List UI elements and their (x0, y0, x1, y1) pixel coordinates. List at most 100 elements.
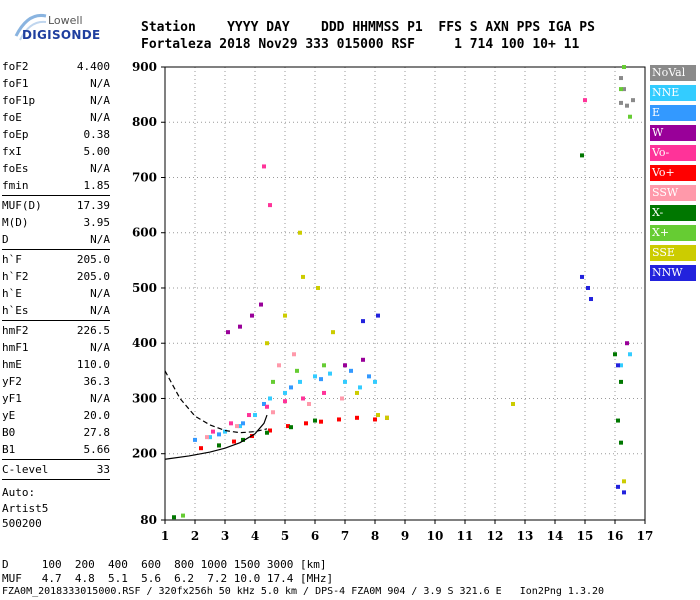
data-point-e (193, 437, 197, 442)
data-point-x (172, 515, 176, 520)
x-tick-label: 11 (457, 529, 474, 543)
data-point-ssw (340, 396, 344, 401)
data-point-vo (232, 439, 236, 444)
data-point-x (289, 425, 293, 430)
x-tick-label: 3 (221, 529, 229, 543)
data-point-x (619, 440, 623, 445)
data-point-sse (622, 479, 626, 484)
data-point-x (619, 379, 623, 384)
data-point-w (625, 341, 629, 346)
x-tick-label: 1 (161, 529, 169, 543)
auto-label: Auto: (2, 486, 36, 499)
data-point-vo (283, 399, 287, 404)
data-point-nnw (589, 297, 593, 302)
param-foE: foE N/A (2, 111, 110, 124)
data-point-ssw (235, 424, 239, 429)
data-point-w (238, 324, 242, 329)
data-point-nne (238, 424, 242, 429)
data-point-x (181, 513, 185, 518)
param-muf-d: MUF(D) 17.39 (2, 199, 110, 212)
data-point-sse (511, 401, 515, 406)
param-fxI: fxI 5.00 (2, 145, 110, 158)
data-point-e (262, 401, 266, 406)
data-point-vo (247, 413, 251, 418)
x-tick-label: 9 (401, 529, 409, 543)
data-point-x (271, 379, 275, 384)
data-point-e (319, 377, 323, 382)
param-m-d: M(D) 3.95 (2, 216, 110, 229)
header-labels: Station YYYY DAY DDD HHMMSS P1 FFS S AXN… (141, 20, 595, 35)
data-point-vo (301, 396, 305, 401)
y-tick-label: 900 (132, 60, 157, 74)
footer-distance-row: D 100 200 400 600 800 1000 1500 3000 [km… (2, 558, 327, 571)
data-point-vo (262, 164, 266, 169)
data-point-e (349, 368, 353, 373)
param-hEs: h`Es N/A (2, 304, 110, 317)
data-point-sse (385, 415, 389, 420)
data-point-nne (628, 352, 632, 357)
data-point-vo (229, 421, 233, 426)
data-point-ssw (307, 401, 311, 406)
legend-nne: NNE (650, 85, 696, 101)
divider (2, 249, 110, 250)
x-tick-label: 10 (427, 529, 444, 543)
param-c-level: C-level 33 (2, 463, 110, 476)
param-d: D N/A (2, 233, 110, 246)
data-point-w (226, 330, 230, 335)
legend-vo-minus: Vo- (650, 145, 696, 161)
data-point-nne (253, 413, 257, 418)
polarization-legend: NoVal NNE E W Vo- Vo+ SSW X- X+ SSE NNW (650, 65, 696, 285)
data-point-x (322, 363, 326, 368)
data-point-nnw (580, 274, 584, 279)
data-point-sse (355, 390, 359, 395)
param-fmin: fmin 1.85 (2, 179, 110, 192)
digisonde-logo: Lowell DIGISONDE (10, 6, 100, 46)
data-point-vo (268, 428, 272, 433)
data-point-vo (355, 415, 359, 420)
data-point-nne (298, 379, 302, 384)
legend-x-plus: X+ (650, 225, 696, 241)
data-point-nne (223, 429, 227, 434)
data-point-e (241, 421, 245, 426)
trace-solid-line (164, 414, 268, 460)
data-point-sse (298, 230, 302, 235)
param-hE: h`E N/A (2, 287, 110, 300)
y-tick-label: 300 (132, 391, 157, 405)
legend-noval: NoVal (650, 65, 696, 81)
footer-file-info: FZA0M_2018333015000.RSF / 320fx256h 50 k… (2, 586, 605, 597)
param-foEs: foEs N/A (2, 162, 110, 175)
logo-lowell-text: Lowell (48, 14, 83, 27)
param-yF2: yF2 36.3 (2, 375, 110, 388)
data-point-x (265, 430, 269, 435)
data-point-nnw (376, 313, 380, 318)
y-tick-label: 600 (132, 226, 157, 240)
param-yF1: yF1 N/A (2, 392, 110, 405)
y-tick-label: 800 (132, 115, 157, 129)
data-point-noval (619, 76, 623, 81)
data-point-sse (376, 413, 380, 418)
data-point-nne (358, 385, 362, 390)
data-point-x (619, 87, 623, 92)
divider (2, 459, 110, 460)
data-point-nnw (616, 363, 620, 368)
data-point-vo (337, 417, 341, 422)
x-tick-label: 2 (191, 529, 199, 543)
y-tick-label: 400 (132, 336, 157, 350)
param-B0: B0 27.8 (2, 426, 110, 439)
legend-e: E (650, 105, 696, 121)
trace-dashed-line (164, 370, 268, 434)
legend-ssw: SSW (650, 185, 696, 201)
divider (2, 320, 110, 321)
data-point-nne (313, 374, 317, 379)
data-point-x (628, 114, 632, 119)
data-point-vo (268, 203, 272, 208)
data-point-w (250, 313, 254, 318)
data-point-x (295, 368, 299, 373)
param-B1: B1 5.66 (2, 443, 110, 456)
data-point-ssw (205, 435, 209, 440)
divider (2, 195, 110, 196)
param-foF1: foF1 N/A (2, 77, 110, 90)
plot-frame (164, 66, 646, 521)
y-tick-label: 80 (140, 513, 157, 527)
logo-digisonde-text: DIGISONDE (22, 28, 101, 42)
